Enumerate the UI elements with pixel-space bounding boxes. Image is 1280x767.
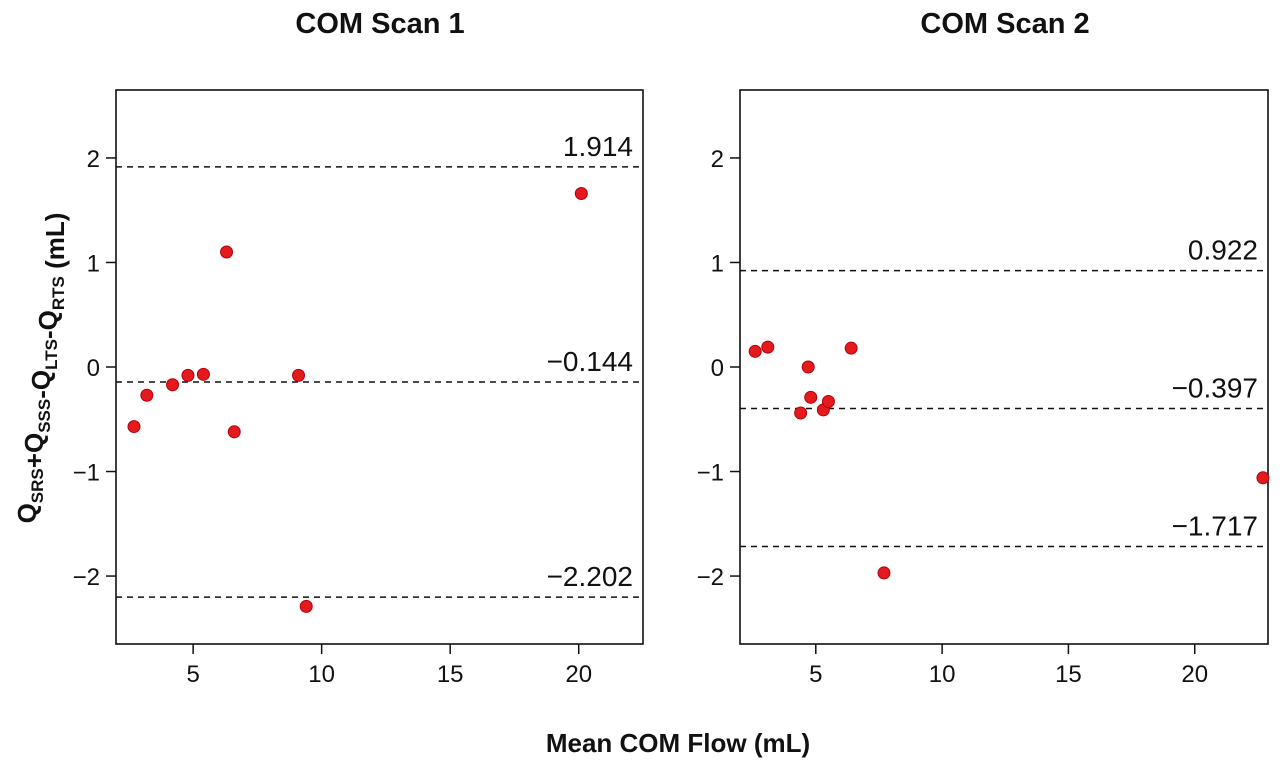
y-tick-label: 0 bbox=[87, 355, 100, 382]
y-title-part: -Q bbox=[26, 370, 56, 399]
panel-title: COM Scan 1 bbox=[295, 8, 464, 40]
plot-frame bbox=[739, 89, 1269, 645]
data-point bbox=[299, 599, 313, 613]
data-point bbox=[761, 340, 775, 354]
x-tick-label: 5 bbox=[186, 661, 199, 688]
reference-line-label: 0.922 bbox=[1188, 235, 1258, 266]
y-tick-label: 2 bbox=[711, 146, 724, 173]
y-title-subscript: RTS bbox=[49, 276, 68, 310]
data-point bbox=[127, 420, 141, 434]
data-point bbox=[801, 360, 815, 374]
panel-com-scan-2: COM Scan 2 −2 −1 0 1 2 5 10 15 20 0.922 −0.397 −1.71… bbox=[697, 8, 1270, 688]
y-tick-label: −1 bbox=[73, 460, 100, 487]
x-tick-label: 20 bbox=[565, 661, 592, 688]
y-title-part: Q bbox=[12, 503, 42, 523]
data-point bbox=[140, 388, 154, 402]
y-title-part: (mL) bbox=[40, 213, 70, 277]
x-tick-label: 5 bbox=[809, 661, 822, 688]
x-axis-title: Mean COM Flow (mL) bbox=[546, 728, 810, 758]
data-point bbox=[196, 367, 210, 381]
reference-line-label: −0.397 bbox=[1172, 372, 1258, 403]
data-point bbox=[804, 390, 818, 404]
data-point bbox=[794, 406, 808, 420]
y-tick-label: 2 bbox=[87, 146, 100, 173]
x-tick-label: 10 bbox=[929, 661, 956, 688]
data-point bbox=[844, 341, 858, 355]
x-tick-label: 15 bbox=[437, 661, 464, 688]
y-tick-label: 0 bbox=[711, 355, 724, 382]
y-title-subscript: SRS bbox=[28, 468, 47, 503]
reference-line-label: −0.144 bbox=[547, 346, 633, 377]
x-tick-label: 20 bbox=[1181, 661, 1208, 688]
data-point bbox=[574, 186, 588, 200]
y-title-part: +Q bbox=[19, 433, 49, 468]
y-tick-label: 1 bbox=[87, 250, 100, 277]
y-tick-label: −2 bbox=[697, 564, 724, 591]
y-tick-label: −1 bbox=[697, 460, 724, 487]
data-point bbox=[292, 368, 306, 382]
x-tick-label: 15 bbox=[1055, 661, 1082, 688]
y-tick-label: −2 bbox=[73, 564, 100, 591]
data-point bbox=[227, 425, 241, 439]
data-point bbox=[748, 344, 762, 358]
data-point bbox=[821, 394, 835, 408]
data-point bbox=[1256, 471, 1270, 485]
y-axis-title: QSRS+QSSS-QLTS-QRTS (mL) bbox=[12, 213, 70, 524]
panel-title: COM Scan 2 bbox=[920, 8, 1089, 40]
panel-com-scan-1: COM Scan 1 −2 −1 0 1 2 5 10 15 20 1.914 −0.144 −2.20… bbox=[73, 8, 644, 688]
reference-line-label: −1.717 bbox=[1172, 510, 1258, 541]
reference-line-label: 1.914 bbox=[563, 131, 633, 162]
y-tick-label: 1 bbox=[711, 250, 724, 277]
data-point bbox=[220, 245, 234, 259]
y-title-subscript: LTS bbox=[42, 339, 61, 370]
x-tick-label: 10 bbox=[308, 661, 335, 688]
data-point bbox=[877, 566, 891, 580]
y-title-part: -Q bbox=[33, 310, 63, 339]
data-point bbox=[181, 368, 195, 382]
reference-line-label: −2.202 bbox=[547, 561, 633, 592]
data-point bbox=[166, 378, 180, 392]
y-title-subscript: SSS bbox=[35, 399, 54, 433]
